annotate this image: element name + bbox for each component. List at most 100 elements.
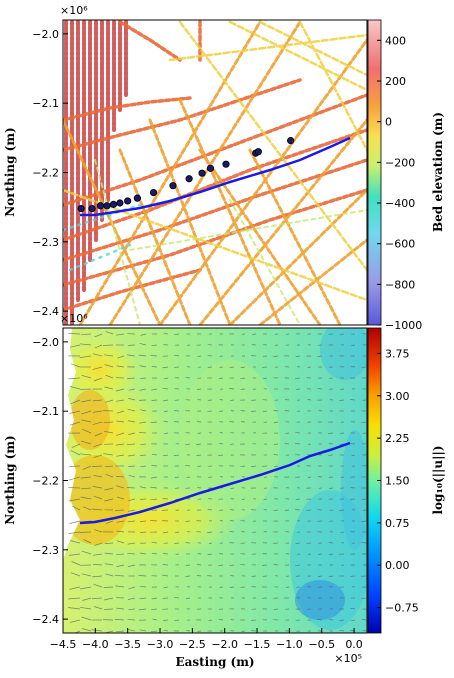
- velocity-arrow: [150, 388, 158, 391]
- velocity-arrow: [128, 388, 136, 391]
- velocity-arrow: [127, 520, 136, 523]
- velocity-arrow: [92, 564, 103, 566]
- flowline-point: [206, 164, 215, 172]
- velocity-arrow: [230, 619, 235, 621]
- velocity-arrow: [229, 421, 235, 423]
- x-tick-label: −2.5: [179, 638, 206, 651]
- velocity-arrow: [91, 508, 103, 511]
- colorbar-tick-label: −800: [385, 278, 415, 291]
- velocity-arrow: [162, 399, 169, 402]
- x-tick-label: 0.0: [345, 638, 363, 651]
- flowline-point: [185, 175, 193, 183]
- velocity-arrow: [152, 618, 158, 621]
- y-tick-label: −2.3: [32, 544, 59, 557]
- velocity-arrow: [273, 608, 279, 610]
- colorbar-tick-label: 2.25: [385, 432, 410, 445]
- velocity-arrow: [115, 585, 125, 588]
- flowline-point: [116, 199, 124, 207]
- velocity-arrow: [150, 486, 158, 489]
- velocity-arrow: [251, 575, 257, 577]
- velocity-arrow: [116, 410, 125, 414]
- velocity-arrow: [140, 531, 147, 533]
- velocity-arrow: [104, 542, 114, 544]
- velocity-arrow: [361, 366, 367, 368]
- velocity-arrow: [174, 542, 180, 544]
- velocity-arrow: [151, 366, 158, 368]
- velocity-arrow: [185, 443, 191, 446]
- velocity-arrow: [208, 542, 213, 544]
- velocity-arrow: [79, 355, 92, 358]
- velocity-arrow: [69, 344, 81, 348]
- velocity-arrow: [162, 564, 169, 566]
- velocity-arrow: [273, 410, 279, 412]
- velocity-arrow: [91, 597, 103, 599]
- velocity-arrow: [219, 443, 224, 445]
- velocity-arrow: [92, 575, 103, 578]
- bottom-x-axis-label: Easting (m): [175, 655, 254, 669]
- velocity-arrow: [151, 608, 158, 611]
- velocity-arrow: [116, 564, 125, 567]
- velocity-arrow: [162, 531, 169, 534]
- bottom-y-multiplier: ×10⁶: [60, 312, 88, 325]
- y-tick-label: −2.0: [32, 336, 59, 349]
- velocity-arrow: [163, 629, 169, 632]
- velocity-arrow: [70, 363, 81, 368]
- x-tick-label: −3.5: [114, 638, 141, 651]
- velocity-arrow: [350, 498, 356, 500]
- velocity-arrow: [140, 333, 147, 336]
- flowline-point: [287, 137, 295, 145]
- velocity-arrow: [93, 583, 103, 588]
- velocity-arrow: [104, 364, 114, 368]
- velocity-arrow: [350, 608, 356, 610]
- colorbar-tick-label: 3.00: [385, 390, 410, 403]
- velocity-arrow: [79, 343, 92, 346]
- velocity-arrow: [197, 399, 202, 401]
- velocity-arrow: [116, 454, 125, 457]
- velocity-arrow: [139, 552, 147, 555]
- velocity-arrow: [69, 410, 81, 414]
- velocity-arrow: [295, 377, 301, 379]
- velocity-arrow: [151, 597, 158, 600]
- velocity-arrow: [185, 377, 191, 379]
- velocity-arrow: [139, 342, 147, 346]
- colorbar-tick-label: −600: [385, 238, 415, 251]
- velocity-arrow: [70, 450, 81, 456]
- velocity-arrow: [150, 498, 158, 501]
- velocity-arrow: [127, 628, 136, 632]
- velocity-arrow: [273, 454, 279, 456]
- bottom-y-axis-label: Northing (m): [3, 435, 17, 524]
- velocity-arrow: [295, 431, 301, 434]
- x-tick-label: −2.0: [211, 638, 238, 651]
- bottom-flowline: [79, 441, 351, 525]
- velocity-arrow: [94, 432, 103, 437]
- velocity-arrow: [218, 454, 224, 456]
- velocity-arrow: [274, 465, 279, 467]
- velocity-arrow: [361, 498, 367, 500]
- velocity-arrow: [151, 344, 158, 347]
- colorbar-tick-label: 0.75: [385, 517, 410, 530]
- velocity-arrow: [82, 506, 92, 511]
- velocity-arrow: [115, 443, 125, 446]
- velocity-arrow: [163, 619, 169, 621]
- velocity-arrow: [284, 399, 290, 401]
- velocity-arrow: [207, 531, 213, 533]
- velocity-arrow: [128, 498, 136, 502]
- bottom-x-multiplier: ×10⁵: [334, 652, 362, 665]
- velocity-arrow: [127, 408, 136, 412]
- velocity-arrow: [361, 421, 367, 424]
- velocity-arrow: [317, 387, 323, 390]
- velocity-arrow: [185, 597, 191, 599]
- velocity-arrow: [339, 619, 345, 621]
- velocity-arrow: [252, 333, 257, 335]
- bottom-colorbar-label: log₁₀(||u||): [431, 445, 445, 514]
- top-y-ticks: −2.0 −2.1 −2.2 −2.3 −2.4: [32, 28, 68, 318]
- velocity-arrow: [163, 332, 169, 335]
- velocity-arrow: [207, 509, 213, 511]
- velocity-arrow: [240, 563, 246, 566]
- velocity-arrow: [116, 540, 125, 544]
- velocity-arrow: [127, 509, 136, 512]
- velocity-arrow: [104, 465, 114, 468]
- y-tick-label: −2.1: [32, 97, 59, 110]
- flowline-point: [103, 202, 111, 210]
- velocity-arrow: [317, 575, 323, 577]
